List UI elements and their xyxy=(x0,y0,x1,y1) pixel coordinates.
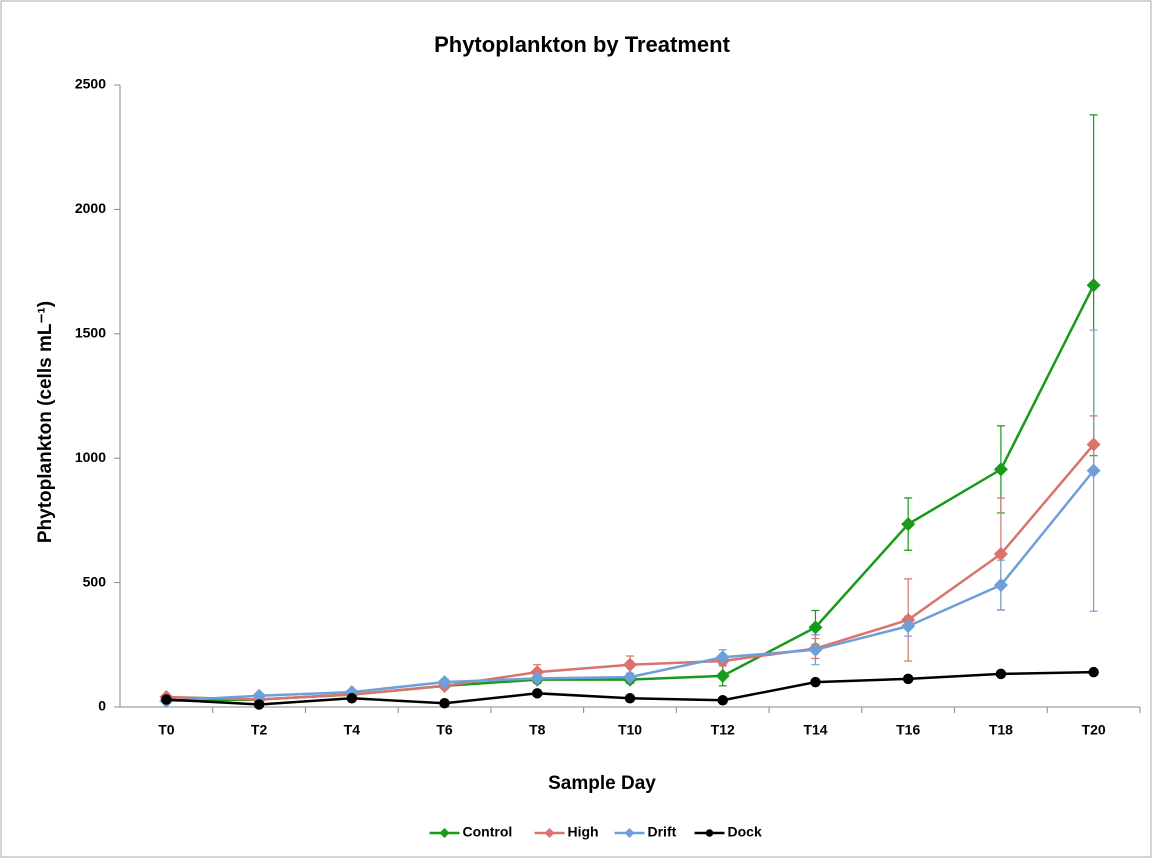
marker xyxy=(437,675,452,690)
y-tick-label: 2000 xyxy=(75,200,106,216)
y-tick-label: 0 xyxy=(98,698,106,714)
marker xyxy=(1086,278,1101,293)
y-tick-label: 1500 xyxy=(75,325,106,341)
x-tick-label: T16 xyxy=(896,722,920,738)
legend-label: Control xyxy=(463,824,513,840)
marker xyxy=(346,693,358,704)
marker xyxy=(623,657,637,672)
x-tick-label: T18 xyxy=(989,722,1013,738)
marker xyxy=(439,698,450,709)
x-tick-label: T10 xyxy=(618,722,642,738)
marker xyxy=(624,693,636,704)
legend-label: Drift xyxy=(648,824,677,840)
marker xyxy=(253,699,265,710)
marker xyxy=(623,670,637,685)
marker xyxy=(705,829,714,837)
x-axis-title: Sample Day xyxy=(548,773,656,794)
marker xyxy=(993,578,1008,593)
marker xyxy=(901,619,916,634)
marker xyxy=(810,676,821,688)
marker xyxy=(902,673,914,685)
marker xyxy=(995,668,1007,680)
marker xyxy=(252,688,267,703)
chart-title: Phytoplankton by Treatment xyxy=(434,32,730,57)
x-tick-label: T14 xyxy=(803,722,827,738)
legend-label: Dock xyxy=(728,824,762,840)
x-tick-label: T20 xyxy=(1082,722,1106,738)
y-axis-title: Phytoplankton (cells mL⁻¹) xyxy=(35,301,56,543)
marker xyxy=(808,642,823,657)
legend-label: High xyxy=(568,824,599,840)
x-tick-label: T4 xyxy=(344,722,361,738)
y-tick-label: 1000 xyxy=(75,449,106,465)
y-tick-label: 500 xyxy=(83,573,107,589)
x-tick-label: T8 xyxy=(529,722,546,738)
y-tick-label: 2500 xyxy=(75,76,106,92)
x-tick-label: T6 xyxy=(436,722,453,738)
marker xyxy=(717,695,728,706)
marker xyxy=(808,620,823,635)
marker xyxy=(544,828,555,838)
marker xyxy=(161,694,172,705)
marker xyxy=(715,650,730,665)
marker xyxy=(715,668,730,683)
marker xyxy=(993,462,1008,477)
x-tick-label: T0 xyxy=(158,722,175,738)
marker xyxy=(1088,666,1099,678)
marker xyxy=(439,828,450,838)
x-tick-label: T2 xyxy=(251,722,268,738)
marker xyxy=(530,671,545,686)
marker xyxy=(1086,463,1101,478)
x-tick-label: T12 xyxy=(711,722,735,738)
marker xyxy=(993,546,1008,561)
marker xyxy=(1086,437,1101,452)
marker xyxy=(901,517,916,532)
marker xyxy=(532,688,543,699)
marker xyxy=(624,828,635,838)
